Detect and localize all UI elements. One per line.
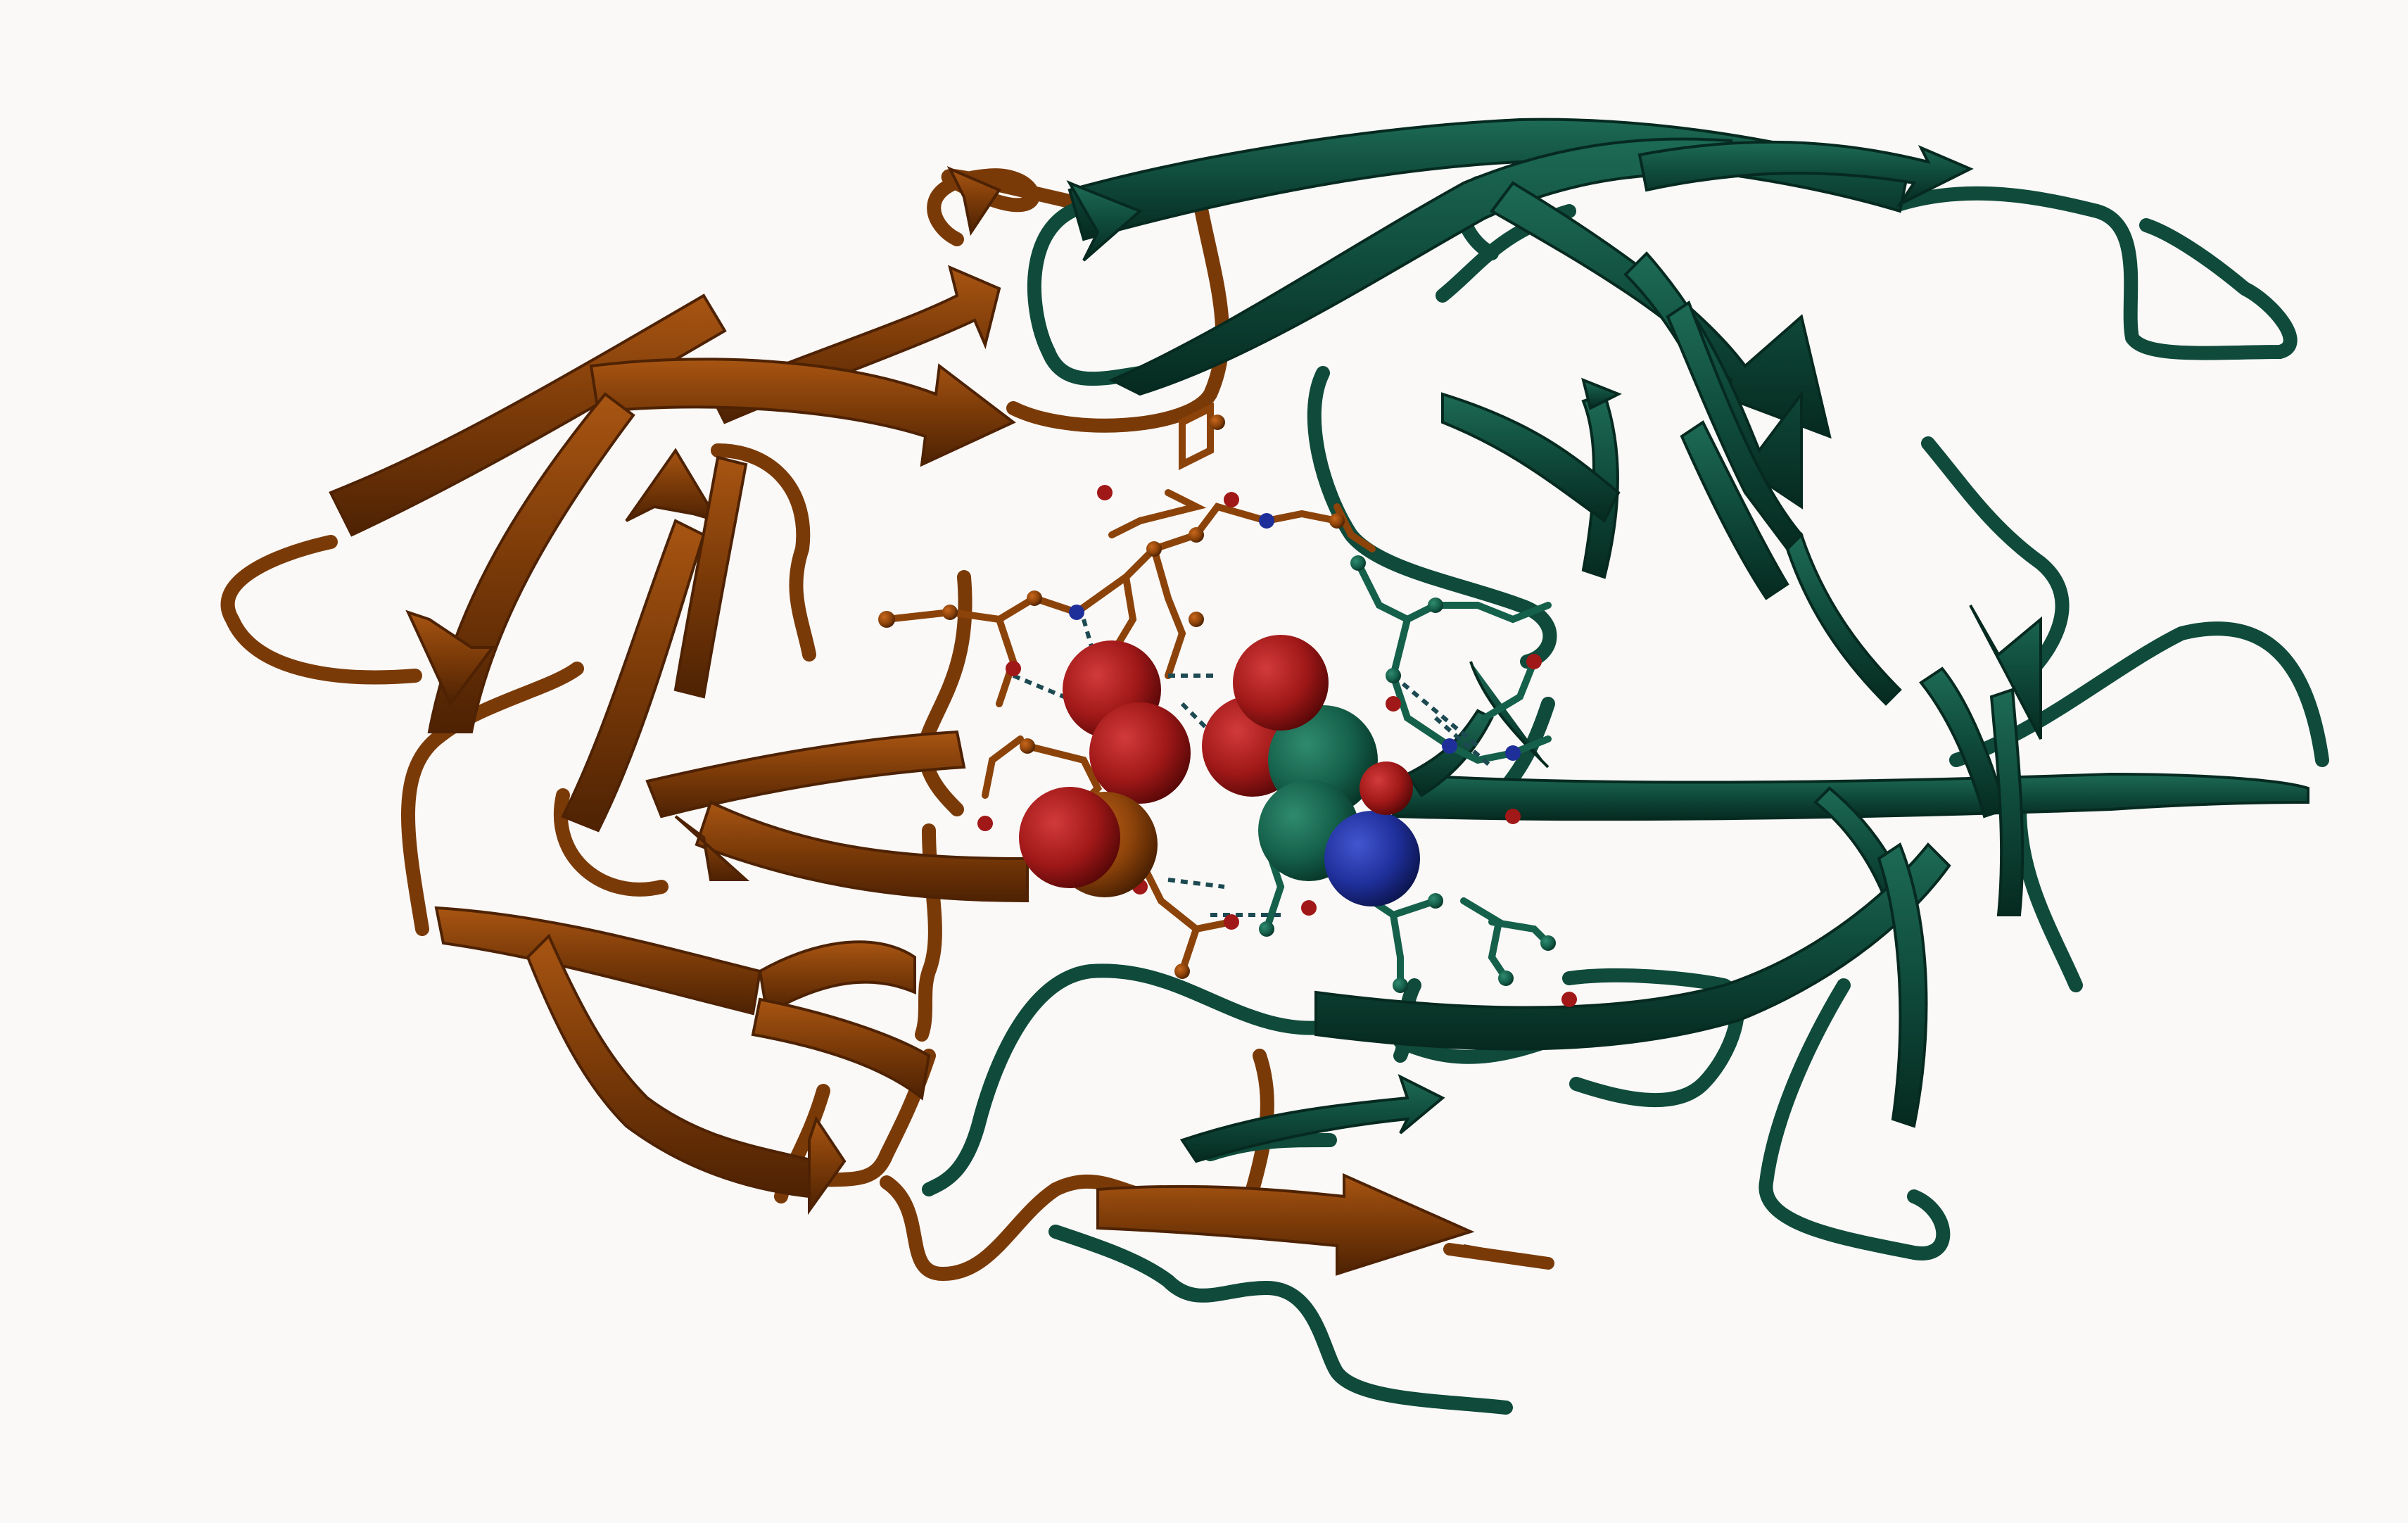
chain-a bbox=[220, 166, 1554, 1281]
ligand-stick-model bbox=[878, 402, 1577, 1007]
chain-b bbox=[922, 118, 2329, 1415]
space-filling-atoms bbox=[1019, 635, 1420, 906]
chain-a-strands bbox=[329, 166, 1549, 1276]
chain-b-strands bbox=[1066, 118, 2309, 1163]
stick-atoms bbox=[878, 415, 1577, 1007]
chain-b-loops bbox=[922, 176, 2329, 1415]
